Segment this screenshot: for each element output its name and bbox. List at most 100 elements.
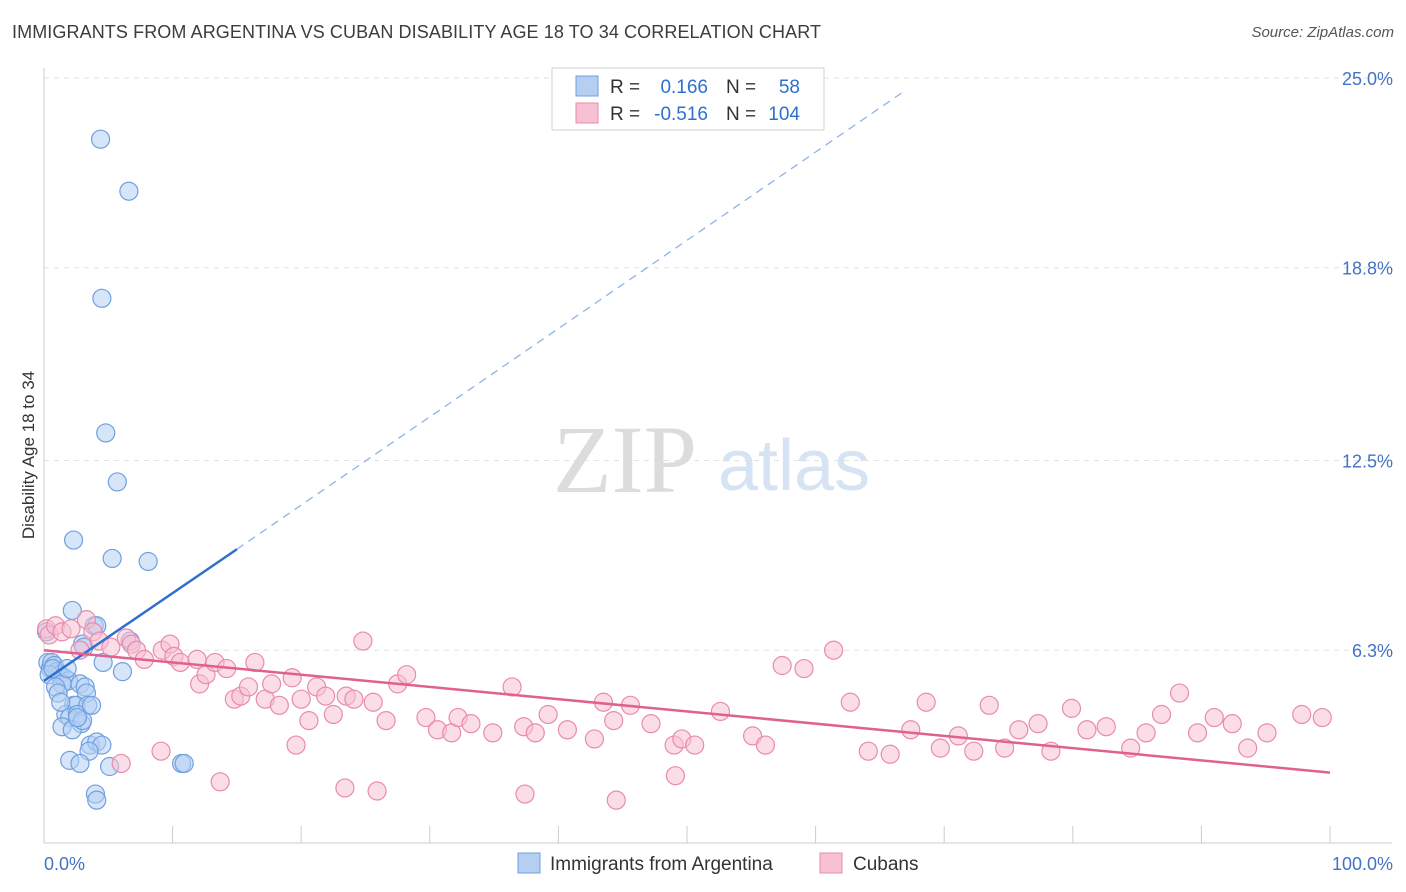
argentina-point-49 — [87, 790, 107, 810]
source-label: Source: ZipAtlas.com — [1251, 24, 1394, 41]
argentina-point-4 — [107, 472, 127, 492]
argentina-trend-extension — [236, 89, 906, 550]
cubans-point-89 — [1222, 714, 1242, 734]
cubans-point-52 — [557, 720, 578, 740]
cubans-point-63 — [755, 735, 776, 755]
cubans-trend-line — [43, 648, 1331, 774]
y-axis-label: Disability Age 18 to 34 — [19, 371, 38, 539]
cubans-point-95 — [111, 753, 131, 774]
legend-swatch-cubans — [575, 102, 599, 124]
cubans-point-46 — [461, 714, 481, 734]
cubans-point-78 — [1028, 714, 1048, 734]
legend-r-label-2: R = — [610, 104, 640, 125]
cubans-point-96 — [151, 741, 171, 761]
cubans-point-77 — [1009, 720, 1029, 740]
series-argentina-points — [36, 129, 194, 810]
cubans-point-71 — [916, 692, 936, 712]
argentina-point-57 — [81, 695, 102, 715]
cubans-point-39 — [376, 710, 396, 731]
cubans-point-30 — [291, 689, 311, 709]
cubans-point-68 — [858, 741, 878, 761]
cubans-point-97 — [210, 772, 230, 792]
argentina-point-1 — [119, 181, 139, 201]
cubans-point-34 — [323, 704, 343, 725]
correlation-legend: R = 0.166 N = 58 R = -0.516 N = 104 — [551, 67, 825, 131]
x-tick-label-1: 100.0% — [1332, 854, 1393, 874]
cubans-point-81 — [1077, 720, 1097, 740]
cubans-point-42 — [416, 707, 436, 728]
cubans-point-93 — [1312, 707, 1332, 728]
argentina-point-52 — [51, 692, 71, 712]
chart-title: IMMIGRANTS FROM ARGENTINA VS CUBAN DISAB… — [12, 22, 822, 42]
argentina-point-7 — [138, 551, 158, 572]
cubans-point-28 — [269, 695, 289, 715]
y-tick-labels: 6.3% 12.5% 18.8% 25.0% — [1342, 69, 1393, 661]
argentina-point-47 — [174, 753, 194, 774]
cubans-point-47 — [483, 723, 503, 743]
y-tick-label-0: 6.3% — [1352, 641, 1393, 661]
cubans-point-75 — [979, 695, 999, 715]
cubans-point-70 — [901, 720, 921, 740]
cubans-point-55 — [604, 710, 624, 731]
cubans-point-57 — [641, 714, 661, 734]
argentina-point-14 — [93, 652, 113, 673]
axes — [43, 68, 1392, 844]
legend-r-label-1: R = — [610, 77, 640, 98]
series-cubans-points — [36, 610, 1332, 810]
cubans-point-66 — [824, 640, 844, 660]
argentina-point-0 — [90, 129, 111, 149]
legend-swatch-argentina — [575, 75, 599, 97]
y-tick-label-1: 12.5% — [1342, 452, 1393, 472]
watermark-zip: ZIP — [553, 406, 697, 513]
argentina-point-15 — [112, 662, 133, 682]
cubans-point-33 — [316, 686, 336, 706]
x-tick-label-0: 0.0% — [44, 854, 85, 874]
legend-n-value-2: 104 — [768, 104, 800, 125]
argentina-point-6 — [102, 548, 122, 569]
cubans-point-87 — [1187, 723, 1208, 743]
cubans-point-67 — [840, 692, 860, 712]
argentina-point-2 — [92, 288, 112, 308]
cubans-point-38 — [363, 692, 383, 712]
bottom-legend-swatch-argentina — [517, 852, 541, 874]
cubans-point-64 — [772, 655, 792, 676]
cubans-point-88 — [1204, 707, 1224, 728]
cubans-point-36 — [344, 689, 364, 709]
trend-lines — [43, 89, 1331, 774]
bottom-legend-label-argentina: Immigrants from Argentina — [550, 854, 773, 875]
cubans-point-37 — [353, 631, 373, 651]
cubans-point-100 — [367, 781, 387, 801]
cubans-point-98 — [286, 735, 306, 755]
cubans-point-27 — [262, 674, 282, 694]
cubans-point-41 — [397, 665, 417, 685]
cubans-point-91 — [1257, 723, 1277, 743]
legend-r-value-2: -0.516 — [654, 104, 708, 125]
argentina-point-5 — [63, 530, 84, 550]
cubans-point-86 — [1169, 683, 1190, 703]
cubans-point-72 — [930, 738, 950, 758]
cubans-point-24 — [238, 677, 259, 697]
x-tick-labels: 0.0% 100.0% — [44, 854, 1393, 874]
legend-n-label-1: N = — [726, 77, 756, 98]
watermark-atlas: atlas — [718, 426, 870, 506]
cubans-point-31 — [299, 710, 319, 731]
series-legend: Immigrants from Argentina Cubans — [517, 852, 919, 875]
cubans-point-99 — [335, 778, 355, 798]
cubans-point-60 — [685, 735, 705, 755]
cubans-point-80 — [1061, 698, 1082, 718]
cubans-point-29 — [282, 668, 302, 688]
cubans-point-76 — [995, 738, 1015, 758]
grid-lines — [44, 77, 1392, 651]
cubans-point-85 — [1151, 704, 1172, 725]
legend-n-label-2: N = — [726, 104, 756, 125]
cubans-point-102 — [606, 790, 626, 810]
cubans-point-103 — [665, 766, 686, 786]
cubans-point-82 — [1096, 717, 1116, 737]
cubans-point-50 — [525, 723, 545, 743]
legend-n-value-1: 58 — [779, 77, 800, 98]
cubans-point-61 — [710, 701, 731, 722]
cubans-point-69 — [880, 744, 900, 764]
cubans-point-51 — [538, 704, 558, 725]
cubans-point-101 — [515, 784, 535, 804]
